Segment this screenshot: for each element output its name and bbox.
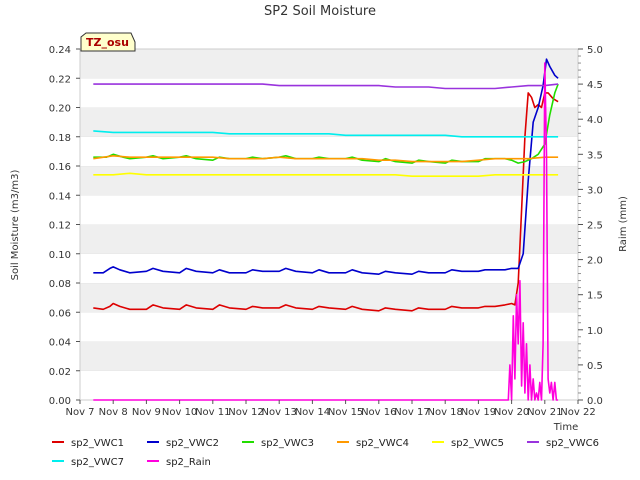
series-line-sp2_VWC4: [93, 155, 559, 163]
series-layer: [93, 58, 559, 401]
x-tick-label: Nov 8: [99, 407, 128, 418]
y-tick-label: 0.16: [49, 162, 71, 173]
legend-label-sp2_VWC2: sp2_VWC2: [166, 438, 219, 449]
series-line-sp2_VWC7: [93, 130, 559, 138]
y-tick-label: 0.22: [49, 74, 71, 85]
x-tick-label: Nov 9: [132, 407, 161, 418]
legend-label-sp2_VWC3: sp2_VWC3: [261, 438, 314, 449]
y-tick-label: 0.04: [49, 338, 71, 349]
x-tick-label: Nov 7: [65, 407, 94, 418]
y2-tick-label: 1.0: [587, 326, 603, 337]
chart-title: SP2 Soil Moisture: [264, 4, 376, 19]
series-line-sp2_VWC2: [93, 58, 559, 275]
x-tick-label: Nov 17: [394, 407, 429, 418]
y2-tick-label: 4.0: [587, 115, 603, 126]
series-line-sp2_VWC6: [93, 83, 559, 90]
legend-label-sp2_VWC4: sp2_VWC4: [356, 438, 409, 449]
series-line-sp2_VWC5: [93, 172, 559, 177]
grid-band: [80, 136, 578, 166]
y-tick-label: 0.02: [49, 367, 71, 378]
y2-tick-label: 4.5: [587, 80, 603, 91]
grid-band: [80, 370, 578, 400]
y-axis-label: Soil Moisture (m3/m3): [10, 170, 21, 281]
legend-label-sp2_Rain: sp2_Rain: [166, 457, 211, 468]
x-tick-label: Nov 15: [328, 407, 363, 418]
legend-label-sp2_VWC7: sp2_VWC7: [71, 457, 124, 468]
y-tick-label: 0.14: [49, 191, 71, 202]
grid-band: [80, 224, 578, 254]
y-tick-label: 0.24: [49, 45, 71, 56]
legend-label-sp2_VWC1: sp2_VWC1: [71, 438, 124, 449]
grid-band: [80, 78, 578, 108]
y-tick-label: 0.08: [49, 279, 71, 290]
legend: sp2_VWC1 sp2_VWC2 sp2_VWC3 sp2_VWC4 sp2_VWC5…: [52, 438, 599, 468]
x-tick-label: Nov 11: [195, 407, 230, 418]
legend-label-sp2_VWC6: sp2_VWC6: [546, 438, 599, 449]
grid-band: [80, 195, 578, 225]
x-tick-label: Nov 10: [162, 407, 197, 418]
y-axis-right: 0.0 0.5 1.0 1.5 2.0 2.5 3.0 3.5 4.0 4.5 5.0: [578, 45, 603, 407]
x-tick-label: Nov 21: [527, 407, 562, 418]
x-axis-label: Time: [553, 422, 578, 433]
series-line-sp2_Rain: [93, 62, 559, 401]
station-badge-label: TZ_osu: [86, 36, 129, 49]
y2-tick-label: 5.0: [587, 45, 603, 56]
y2-tick-label: 2.0: [587, 256, 603, 267]
y2-axis-label: Raim (mm): [618, 196, 629, 252]
grid-bands: [80, 48, 578, 400]
y-tick-label: 0.10: [49, 250, 71, 261]
x-tick-label: Nov 16: [361, 407, 396, 418]
x-tick-label: Nov 12: [228, 407, 263, 418]
y2-tick-label: 0.0: [587, 396, 603, 407]
grid-band: [80, 341, 578, 371]
y-tick-label: 0.12: [49, 221, 71, 232]
grid-band: [80, 166, 578, 196]
y-tick-label: 0.00: [49, 396, 71, 407]
y2-tick-label: 3.0: [587, 185, 603, 196]
grid-band: [80, 312, 578, 342]
x-tick-label: Nov 18: [427, 407, 462, 418]
x-tick-label: Nov 19: [461, 407, 496, 418]
y-tick-label: 0.18: [49, 133, 71, 144]
y2-tick-label: 2.5: [587, 221, 603, 232]
y2-tick-label: 1.5: [587, 291, 603, 302]
y-tick-label: 0.20: [49, 104, 71, 115]
legend-label-sp2_VWC5: sp2_VWC5: [451, 438, 504, 449]
x-tick-label: Nov 13: [261, 407, 296, 418]
y2-tick-label: 3.5: [587, 150, 603, 161]
grid-band: [80, 49, 578, 79]
y2-tick-label: 0.5: [587, 361, 603, 372]
y-axis-left: 0.00 0.02 0.04 0.06 0.08 0.10 0.12 0.14 0.16 0.18…: [49, 45, 80, 407]
x-tick-label: Nov 22: [560, 407, 595, 418]
series-line-sp2_VWC1: [93, 92, 559, 312]
x-tick-label: Nov 14: [295, 407, 330, 418]
x-tick-label: Nov 20: [494, 407, 529, 418]
y-tick-label: 0.06: [49, 308, 71, 319]
station-badge: TZ_osu: [80, 32, 136, 52]
grid-band: [80, 253, 578, 283]
